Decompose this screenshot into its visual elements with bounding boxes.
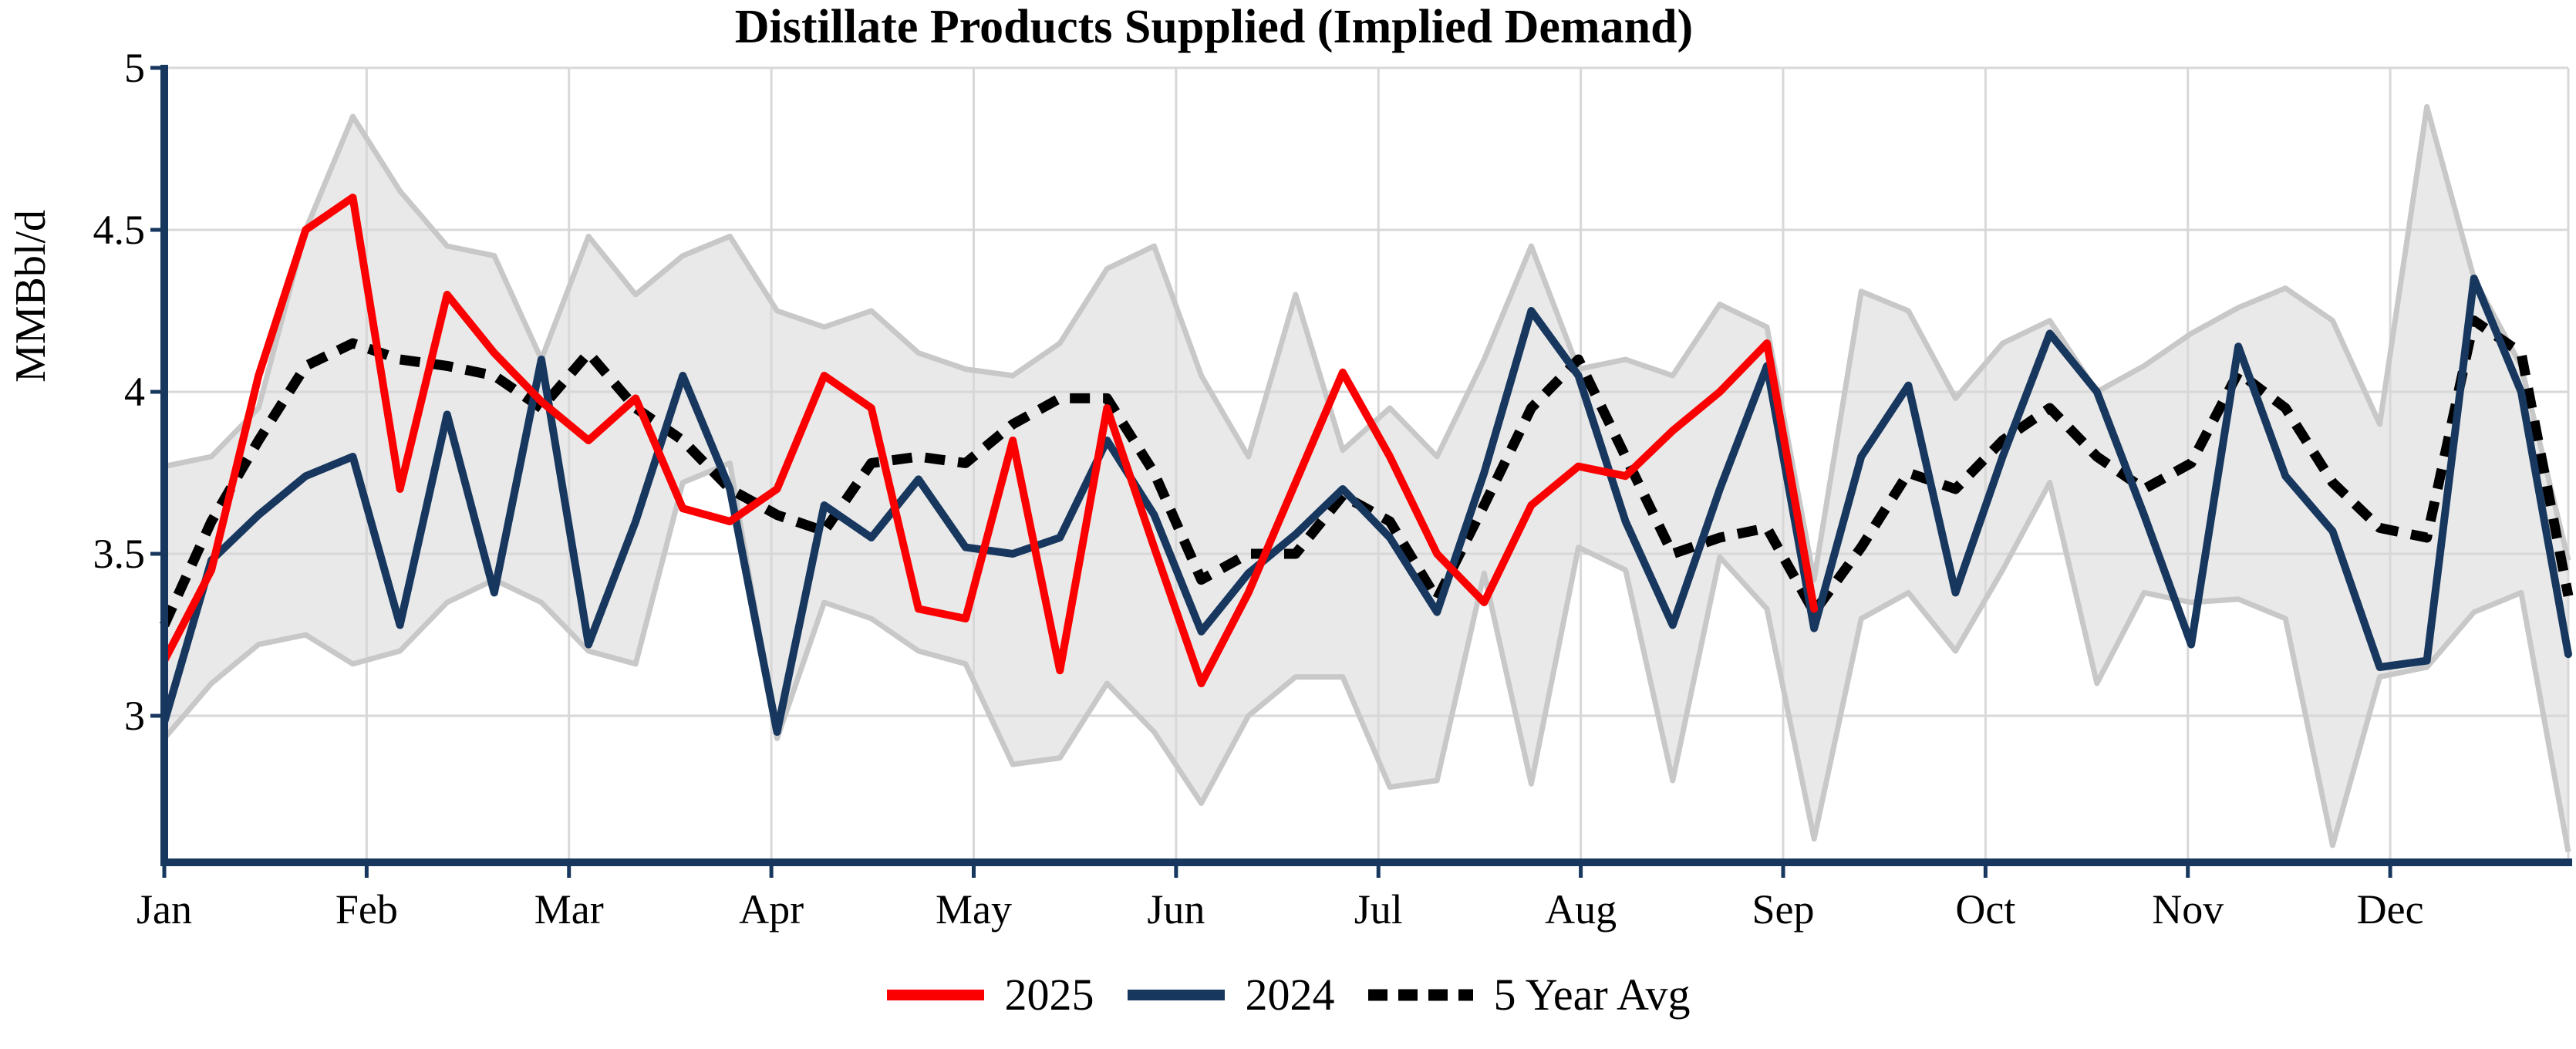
- y-tick-label: 3: [124, 693, 145, 739]
- x-tick-label: Mar: [534, 886, 604, 933]
- band-bottom-edge: [162, 460, 2571, 853]
- band-top-edge: [164, 103, 2571, 583]
- legend-item-2025: 2025: [885, 969, 1094, 1020]
- x-tick-label: Feb: [335, 886, 398, 933]
- red-line-swatch-icon: [887, 989, 985, 1000]
- y-tick-label: 5: [124, 45, 145, 91]
- series-2025-line: [160, 194, 1819, 687]
- legend-label-2024: 2024: [1245, 970, 1335, 1020]
- five-year-range-band: [164, 106, 2568, 852]
- series-2024-line: [160, 275, 2572, 736]
- dotted-line-swatch-icon: [1368, 989, 1474, 1000]
- y-tick-label: 4.5: [93, 207, 146, 253]
- chart-title: Distillate Products Supplied (Implied De…: [734, 1, 1694, 53]
- legend-label-2025: 2025: [1004, 970, 1094, 1020]
- x-tick-label: Jan: [137, 886, 192, 933]
- x-tick-label: Aug: [1545, 886, 1617, 933]
- x-tick-label: Oct: [1955, 886, 2016, 933]
- legend: 2025 2024 5 Year Avg: [0, 969, 2576, 1020]
- x-tick-label: Nov: [2152, 886, 2224, 933]
- x-tick-label: Jul: [1354, 886, 1403, 933]
- x-tick-label: Sep: [1752, 886, 1815, 933]
- y-tick-label: 4: [124, 369, 145, 415]
- x-tick-label: Jun: [1147, 886, 1205, 933]
- x-tick-label: Dec: [2356, 886, 2424, 933]
- navy-line-swatch-icon: [1128, 989, 1226, 1000]
- x-tick-label: May: [935, 886, 1012, 933]
- legend-label-5yr-avg: 5 Year Avg: [1493, 970, 1691, 1020]
- y-axis-title: MMBbl/d: [7, 209, 55, 383]
- legend-item-5yr-avg: 5 Year Avg: [1367, 969, 1691, 1020]
- y-tick-label: 3.5: [93, 531, 146, 577]
- x-tick-label: Apr: [739, 886, 804, 933]
- legend-item-2024: 2024: [1126, 969, 1334, 1020]
